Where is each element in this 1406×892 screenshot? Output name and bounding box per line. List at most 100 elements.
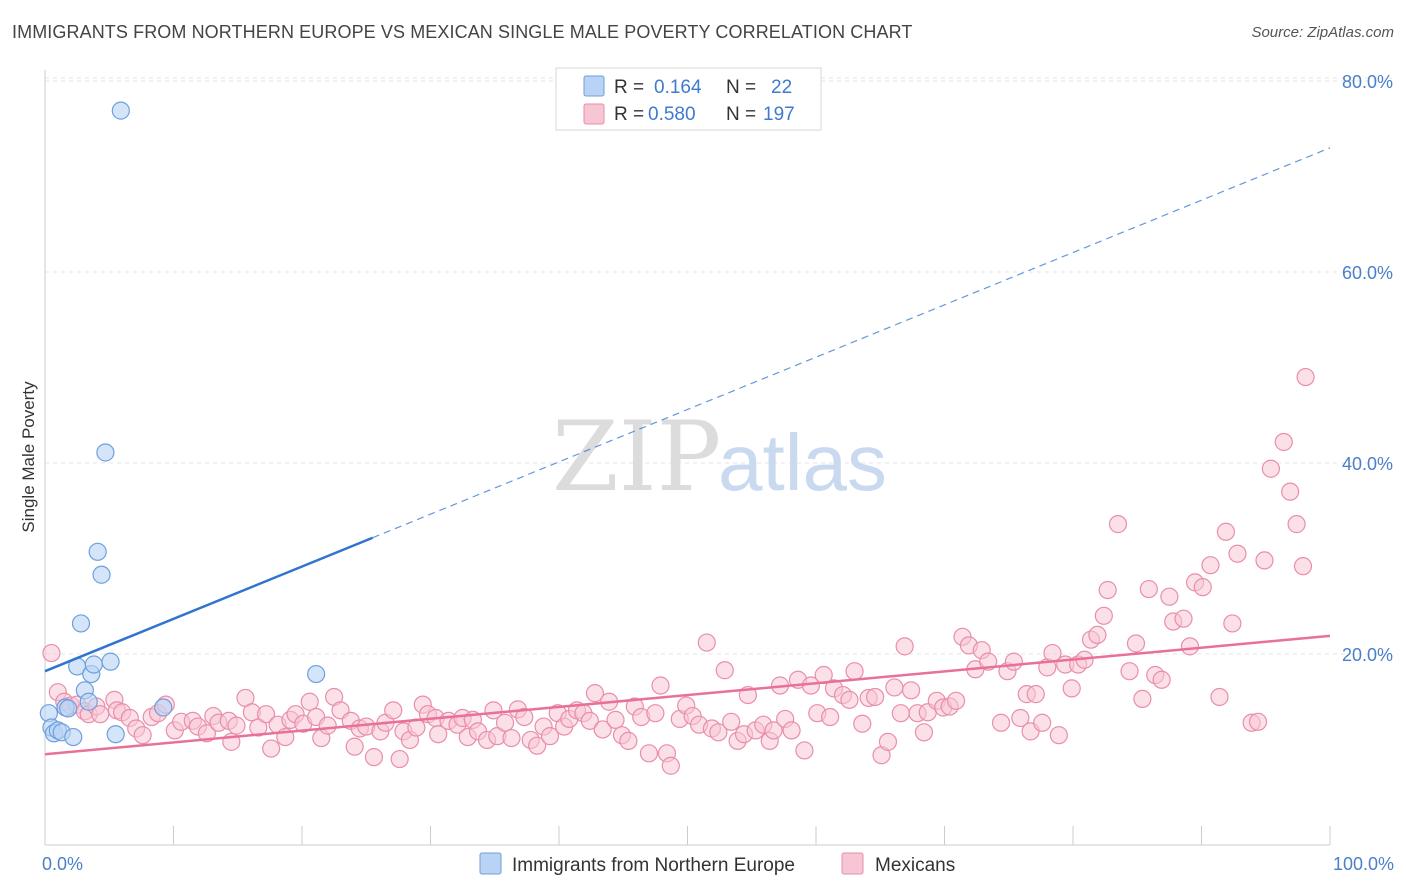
- series-legend-label: Immigrants from Northern Europe: [512, 855, 795, 876]
- northern-europe-point: [92, 565, 111, 584]
- mexicans-point: [1174, 609, 1193, 628]
- mexicans-point: [1120, 662, 1139, 681]
- northern-europe-point: [106, 725, 125, 744]
- watermark-zip: ZIP: [552, 401, 721, 513]
- mexicans-point: [853, 714, 872, 733]
- series-legend: Immigrants from Northern Europe Mexicans: [479, 852, 955, 876]
- series-legend-swatch-pink: [841, 852, 864, 875]
- mexicans-point: [528, 736, 547, 755]
- legend-swatch-pink: [583, 103, 605, 125]
- mexicans-point: [540, 727, 560, 746]
- mexicans-point: [262, 739, 281, 758]
- mexicans-point: [866, 687, 885, 707]
- mexicans-point: [345, 737, 364, 756]
- legend-r-value: 0.580: [648, 104, 696, 125]
- mexicans-point: [1228, 544, 1247, 563]
- legend-r-value: 0.164: [654, 77, 702, 98]
- legend-swatch-blue: [583, 75, 605, 97]
- northern-europe-point: [64, 727, 83, 747]
- mexicans-point: [914, 723, 934, 742]
- mexicans-point: [1248, 712, 1268, 731]
- mexicans-point: [782, 721, 801, 740]
- legend-r-label: R =: [614, 104, 644, 125]
- y-axis-label: Single Male Poverty: [19, 381, 38, 533]
- mexicans-point: [1216, 522, 1236, 541]
- mexicans-point: [1180, 637, 1200, 656]
- mexicans-point: [946, 691, 966, 710]
- mexicans-point: [661, 756, 680, 775]
- mexicans-point: [891, 704, 910, 723]
- mexicans-point: [300, 692, 319, 711]
- mexicans-point: [1296, 367, 1315, 387]
- northern-europe-point: [71, 614, 91, 633]
- mexicans-point: [1004, 652, 1023, 671]
- legend-n-label: N =: [726, 104, 756, 125]
- legend-r-label: R =: [614, 77, 644, 98]
- mexicans-point: [1108, 515, 1128, 534]
- mexicans-point: [1098, 580, 1117, 600]
- mexicans-point: [1160, 587, 1179, 606]
- northern-europe-point: [88, 542, 107, 561]
- mexicans-point: [646, 704, 665, 723]
- mexicans-point: [1049, 726, 1068, 745]
- mexicans-point: [318, 716, 337, 735]
- mexicans-point: [1274, 432, 1293, 452]
- northern-europe-point: [59, 699, 78, 718]
- x-tick-label: 0.0%: [42, 854, 83, 874]
- mexicans-point: [1011, 708, 1030, 728]
- mexicans-point: [197, 724, 217, 743]
- mexicans-point: [384, 701, 403, 720]
- mexicans-point: [619, 731, 638, 751]
- mexicans-point: [639, 744, 659, 763]
- series-legend-label: Mexicans: [875, 855, 955, 876]
- mexicans-point: [484, 701, 503, 720]
- northern-europe-points: [39, 101, 326, 747]
- legend-n-value: 22: [771, 77, 792, 98]
- mexicans-trend: [44, 634, 1331, 756]
- mexicans-point: [133, 726, 152, 745]
- y-tick-label: 80.0%: [1342, 72, 1393, 92]
- legend-n-value: 197: [763, 104, 795, 125]
- mexicans-point: [1261, 459, 1280, 478]
- y-tick-label: 60.0%: [1342, 263, 1393, 283]
- mexicans-point: [991, 713, 1011, 732]
- mexicans-point: [593, 720, 612, 739]
- mexicans-point: [651, 676, 670, 695]
- chart-source: Source: ZipAtlas.com: [1251, 24, 1394, 41]
- watermark: ZIP atlas: [552, 401, 887, 513]
- mexicans-point: [1033, 713, 1052, 732]
- mexicans-point: [878, 732, 898, 751]
- mexicans-point: [715, 661, 734, 680]
- mexicans-point: [585, 684, 605, 703]
- mexicans-point: [1193, 578, 1212, 597]
- mexicans-point: [580, 711, 599, 730]
- mexicans-point: [1210, 687, 1229, 707]
- mexicans-point: [821, 707, 840, 727]
- mexicans-point: [1201, 556, 1220, 575]
- mexicans-point: [256, 705, 276, 724]
- mexicans-point: [515, 707, 534, 727]
- northern-europe-point: [154, 698, 173, 717]
- mexicans-point: [840, 690, 859, 709]
- mexicans-point: [1281, 482, 1300, 501]
- mexicans-point: [495, 713, 515, 732]
- mexicans-point: [1223, 614, 1242, 633]
- x-tick-labels: 0.0% 100.0%: [42, 854, 1394, 874]
- mexicans-point: [1062, 679, 1081, 698]
- northern-europe-trend-dashed: [372, 147, 1331, 539]
- mexicans-point: [502, 728, 521, 748]
- mexicans-point: [845, 662, 864, 681]
- watermark-atlas: atlas: [718, 418, 887, 507]
- y-tick-label: 20.0%: [1342, 645, 1393, 665]
- mexicans-point: [1255, 551, 1274, 570]
- mexicans-point: [364, 748, 384, 767]
- mexicans-point: [885, 678, 904, 697]
- x-tick-label: 100.0%: [1333, 854, 1394, 874]
- mexicans-point: [709, 723, 728, 742]
- mexicans-point: [1293, 557, 1313, 576]
- correlation-legend: R = 0.164 N = 22 R = 0.580 N = 197: [555, 67, 822, 131]
- mexicans-point: [227, 716, 246, 735]
- mexicans-point: [1026, 685, 1045, 704]
- mexicans-point: [1287, 515, 1306, 534]
